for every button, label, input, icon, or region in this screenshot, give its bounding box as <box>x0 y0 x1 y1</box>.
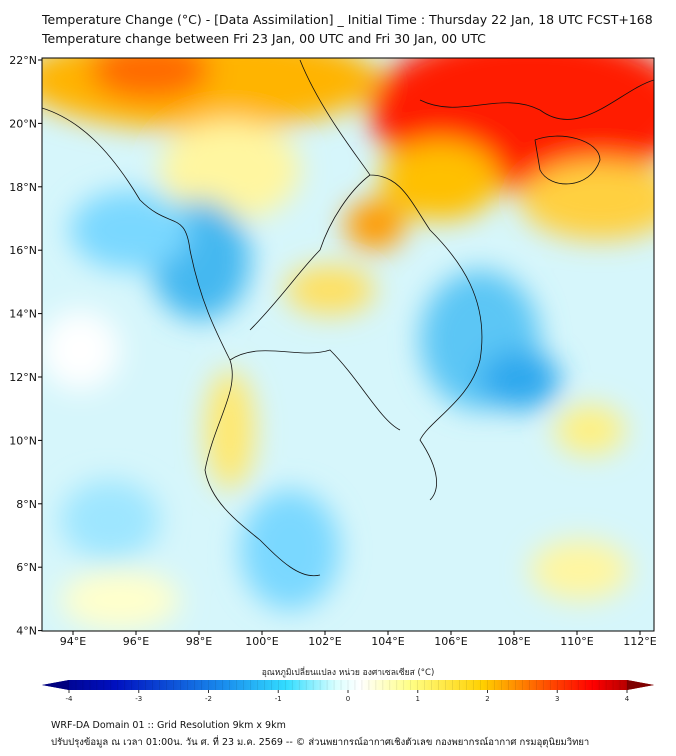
chart-subtitle: Temperature change between Fri 23 Jan, 0… <box>42 31 486 46</box>
coastlines-borders <box>42 59 654 577</box>
lon-label: 104°E <box>371 635 404 648</box>
colorbar-tick-label: 4 <box>625 695 630 703</box>
lat-label: 12°N <box>9 371 37 384</box>
lat-label: 4°N <box>16 625 37 638</box>
lon-label: 102°E <box>308 635 341 648</box>
colorbar-tick-label: 3 <box>555 695 559 703</box>
lon-label: 108°E <box>497 635 530 648</box>
colorbar-tick-label: -4 <box>66 695 74 703</box>
colorbar-tick-label: 0 <box>346 695 350 703</box>
colorbar-tick-label: -1 <box>275 695 282 703</box>
colorbar-tick-label: 1 <box>416 695 420 703</box>
lon-label: 94°E <box>60 635 86 648</box>
lat-label: 16°N <box>9 244 37 257</box>
lat-label: 20°N <box>9 117 37 130</box>
colorbar-label: อุณหภูมิเปลี่ยนแปลง หน่วย องศาเซลเซียส (… <box>262 666 435 678</box>
chart-title: Temperature Change (°C) - [Data Assimila… <box>42 12 653 27</box>
latitude-labels: 22°N 20°N 18°N 16°N 14°N 12°N 10°N 8°N 6°N 4°N <box>9 54 42 638</box>
colorbar-tick-label: -2 <box>205 695 212 703</box>
colorbar-tick-label: -3 <box>135 695 142 703</box>
colorbar <box>42 680 654 690</box>
lon-label: 110°E <box>560 635 593 648</box>
lat-label: 18°N <box>9 181 37 194</box>
map-frame <box>41 57 655 632</box>
longitude-labels: 94°E 96°E 98°E 100°E 102°E 104°E 106°E 108°E 110… <box>60 631 657 648</box>
colorbar-ticks: -4 -3 -2 -1 0 1 2 3 4 <box>66 680 630 703</box>
lat-label: 6°N <box>16 561 37 574</box>
lon-label: 112°E <box>623 635 656 648</box>
colorbar-min-extend <box>42 680 69 690</box>
lat-label: 8°N <box>16 498 37 511</box>
temperature-field <box>42 58 654 631</box>
lon-label: 106°E <box>434 635 467 648</box>
lon-label: 100°E <box>245 635 278 648</box>
lat-label: 14°N <box>9 308 37 321</box>
colorbar-max-extend <box>627 680 654 690</box>
lat-label: 10°N <box>9 434 37 447</box>
lon-label: 98°E <box>186 635 212 648</box>
footer-model-info: WRF-DA Domain 01 :: Grid Resolution 9km … <box>51 720 286 731</box>
footer-credit: ปรับปรุงข้อมูล ณ เวลา 01:00น. วัน ศ. ที่… <box>51 737 590 748</box>
lat-label: 22°N <box>9 54 37 67</box>
colorbar-tick-label: 2 <box>485 695 489 703</box>
lon-label: 96°E <box>123 635 149 648</box>
